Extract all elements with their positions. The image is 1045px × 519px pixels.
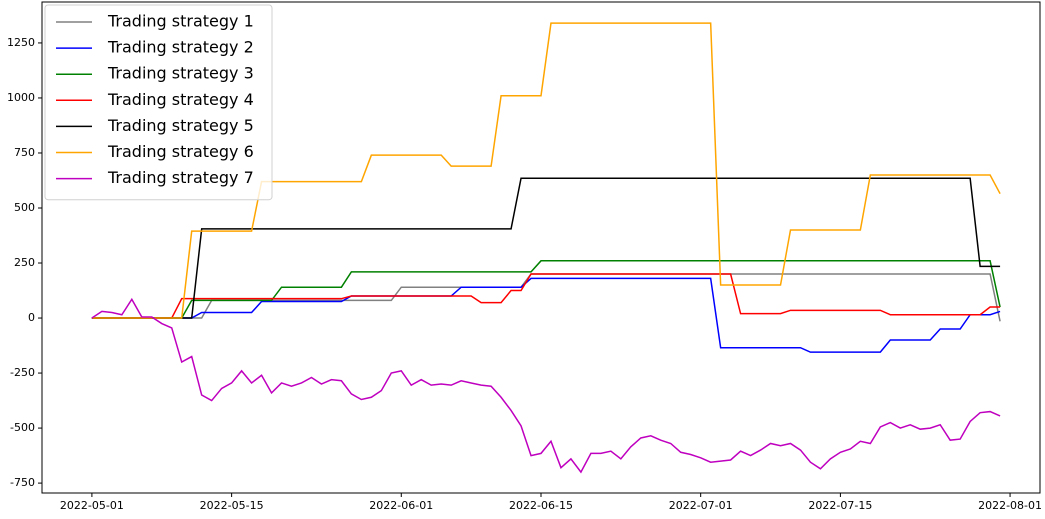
- y-tick-label: 500: [14, 201, 35, 214]
- y-tick-label: -750: [10, 476, 35, 489]
- legend-label: Trading strategy 2: [107, 38, 254, 57]
- legend-label: Trading strategy 1: [107, 12, 254, 31]
- legend-label: Trading strategy 7: [107, 168, 254, 187]
- series-line: [91, 177, 1001, 319]
- x-tick-label: 2022-08-01: [978, 499, 1042, 512]
- legend-label: Trading strategy 5: [107, 116, 254, 135]
- x-tick-label: 2022-07-01: [669, 499, 733, 512]
- legend-label: Trading strategy 4: [107, 90, 254, 109]
- series-line: [91, 297, 1001, 474]
- legend-label: Trading strategy 6: [107, 142, 254, 161]
- series-line: [91, 273, 1001, 319]
- series-line: [91, 22, 1001, 319]
- y-tick-label: 750: [14, 146, 35, 159]
- series-line: [91, 260, 1001, 319]
- x-tick-label: 2022-05-01: [60, 499, 124, 512]
- series-line: [91, 277, 1001, 353]
- legend-box: [44, 4, 273, 201]
- y-tick-label: 1250: [7, 36, 35, 49]
- legend-label: Trading strategy 3: [107, 64, 254, 83]
- x-tick-label: 2022-06-15: [509, 499, 573, 512]
- x-tick-label: 2022-06-01: [369, 499, 433, 512]
- y-tick-label: 250: [14, 256, 35, 269]
- x-tick-label: 2022-07-15: [808, 499, 872, 512]
- y-tick-label: 1000: [7, 91, 35, 104]
- y-tick-label: 0: [28, 311, 35, 324]
- y-tick-label: -500: [10, 421, 35, 434]
- y-tick-label: -250: [10, 366, 35, 379]
- x-tick-label: 2022-05-15: [200, 499, 264, 512]
